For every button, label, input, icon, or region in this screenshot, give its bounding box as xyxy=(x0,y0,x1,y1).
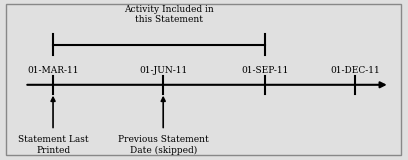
Text: Activity Included in
this Statement: Activity Included in this Statement xyxy=(124,5,214,24)
Text: 01-SEP-11: 01-SEP-11 xyxy=(242,66,289,75)
Text: 01-DEC-11: 01-DEC-11 xyxy=(330,66,380,75)
Text: 01-JUN-11: 01-JUN-11 xyxy=(139,66,187,75)
Text: Statement Last
Printed: Statement Last Printed xyxy=(18,135,89,155)
Text: 01-MAR-11: 01-MAR-11 xyxy=(27,66,79,75)
Text: Previous Statement
Date (skipped): Previous Statement Date (skipped) xyxy=(118,135,208,155)
FancyBboxPatch shape xyxy=(6,4,401,155)
